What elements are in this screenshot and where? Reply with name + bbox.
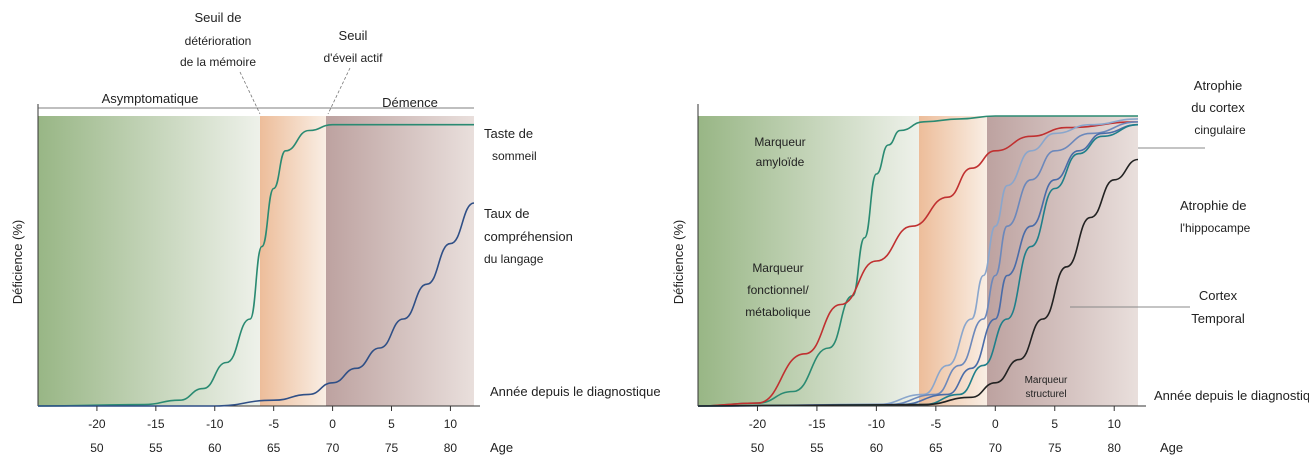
- x-tick-label: -20: [88, 417, 106, 431]
- series-lines: [697, 115, 1139, 407]
- inner-label-functional-line-1: Marqueur: [752, 261, 803, 275]
- age-tick-label: 65: [267, 441, 281, 455]
- x-tick-label: -5: [931, 417, 942, 431]
- series-line-0: [37, 123, 474, 407]
- inner-label-amyloid-line-1: Marqueur: [754, 135, 805, 149]
- annotation-awake-line-2: d'éveil actif: [324, 51, 384, 65]
- age-tick-label: 60: [870, 441, 884, 455]
- y-axis-label: Déficience (%): [10, 220, 25, 305]
- annotation-memory-line-2: détérioration: [185, 34, 252, 48]
- series-label-language-line-1: Taux de: [484, 206, 530, 221]
- x-tick-labels: -20 50 -15 55 -10 60 -5 65 0 70 5 75 10 80: [749, 406, 1121, 455]
- annotation-memory-threshold: Seuil de détérioration de la mémoire: [180, 10, 261, 115]
- series-label-cingulate: Atrophie du cortex cingulaire: [1191, 78, 1246, 137]
- series-label-language-line-3: du langage: [484, 252, 544, 266]
- x-tick-label: 0: [992, 417, 999, 431]
- series-label-hippocampus-line-1: Atrophie de: [1180, 198, 1247, 213]
- x-tick-label: -10: [206, 417, 224, 431]
- x-tick-labels: -20 50 -15 55 -10 60 -5 65 0 70 5 75 10 80: [88, 406, 457, 455]
- series-label-language: Taux de compréhension du langage: [484, 206, 573, 266]
- series-label-cingulate-line-2: du cortex: [1191, 100, 1245, 115]
- series-label-sleep: Taste de sommeil: [484, 126, 537, 163]
- age-tick-label: 75: [1048, 441, 1062, 455]
- annotation-memory-line-3: de la mémoire: [180, 55, 256, 69]
- annotation-awake-threshold: Seuil d'éveil actif: [324, 28, 384, 115]
- series-line-1: [697, 121, 1139, 407]
- series-line-6: [697, 158, 1139, 407]
- x-tick-label: 5: [388, 417, 395, 431]
- age-tick-label: 80: [1108, 441, 1122, 455]
- phase-transition-bg: [919, 116, 987, 406]
- inner-label-amyloid: Marqueur amyloïde: [754, 135, 805, 169]
- age-tick-label: 65: [929, 441, 943, 455]
- series-label-hippocampus: Atrophie de l'hippocampe: [1180, 198, 1251, 235]
- phase-label-asymptomatic: Asymptomatique: [102, 91, 199, 106]
- inner-label-amyloid-line-2: amyloïde: [756, 155, 805, 169]
- series-line-0: [697, 115, 1138, 407]
- phase-dementia-bg: [987, 116, 1138, 406]
- age-tick-label: 55: [810, 441, 824, 455]
- x-tick-label: 10: [444, 417, 458, 431]
- y-axis-label: Déficience (%): [671, 220, 686, 305]
- age-tick-label: 70: [989, 441, 1003, 455]
- inner-label-functional-line-3: métabolique: [745, 305, 811, 319]
- series-label-temporal: Cortex Temporal: [1191, 288, 1245, 326]
- age-tick-label: 80: [444, 441, 458, 455]
- x-axis-title: Année depuis le diagnostique: [1154, 388, 1309, 403]
- series-label-temporal-line-2: Temporal: [1191, 311, 1245, 326]
- inner-label-structural-line-2: structurel: [1025, 389, 1066, 400]
- inner-label-functional: Marqueur fonctionnel/ métabolique: [745, 261, 811, 319]
- annotation-awake-line-1: Seuil: [339, 28, 368, 43]
- phase-asymptomatic-bg: [698, 116, 919, 406]
- age-label: Age: [490, 440, 513, 455]
- series-line-2: [697, 118, 1139, 407]
- age-tick-label: 55: [149, 441, 163, 455]
- x-tick-label: 0: [329, 417, 336, 431]
- phase-label-dementia: Démence: [382, 95, 438, 110]
- age-tick-label: 60: [208, 441, 222, 455]
- series-label-cingulate-line-1: Atrophie: [1194, 78, 1242, 93]
- inner-label-structural: Marqueur structurel: [1025, 375, 1068, 400]
- series-label-sleep-line-2: sommeil: [492, 149, 537, 163]
- inner-label-structural-line-1: Marqueur: [1025, 375, 1068, 386]
- x-tick-label: -10: [868, 417, 886, 431]
- series-lines: [37, 123, 475, 407]
- series-label-hippocampus-line-2: l'hippocampe: [1180, 221, 1251, 235]
- x-tick-label: -15: [147, 417, 165, 431]
- series-label-language-line-2: compréhension: [484, 229, 573, 244]
- age-label: Age: [1160, 440, 1183, 455]
- age-tick-label: 70: [326, 441, 340, 455]
- phase-asymptomatic-bg: [38, 116, 260, 406]
- series-label-cingulate-line-3: cingulaire: [1194, 123, 1246, 137]
- age-tick-label: 50: [751, 441, 765, 455]
- x-tick-label: 10: [1108, 417, 1122, 431]
- x-axis-title-line-1: Année depuis le diagnostique: [490, 384, 661, 399]
- chart-right: Déficience (%) Marqueur amyloïde Marqueu…: [671, 78, 1309, 455]
- chart-left: Asymptomatique Démence Seuil de détérior…: [10, 10, 661, 455]
- age-tick-label: 50: [90, 441, 104, 455]
- x-tick-label: 5: [1051, 417, 1058, 431]
- phase-transition-bg: [260, 116, 326, 406]
- annotation-memory-line-1: Seuil de: [195, 10, 242, 25]
- x-axis-title-line-1: Année depuis le diagnostique: [1154, 388, 1309, 403]
- x-tick-label: -15: [808, 417, 826, 431]
- phase-dementia-bg: [326, 116, 474, 406]
- series-label-sleep-line-1: Taste de: [484, 126, 533, 141]
- age-tick-label: 75: [385, 441, 399, 455]
- series-line-1: [38, 202, 475, 407]
- x-tick-label: -20: [749, 417, 767, 431]
- x-axis-title: Année depuis le diagnostique: [490, 384, 661, 399]
- inner-label-functional-line-2: fonctionnel/: [747, 283, 809, 297]
- x-tick-label: -5: [268, 417, 279, 431]
- series-label-temporal-line-1: Cortex: [1199, 288, 1238, 303]
